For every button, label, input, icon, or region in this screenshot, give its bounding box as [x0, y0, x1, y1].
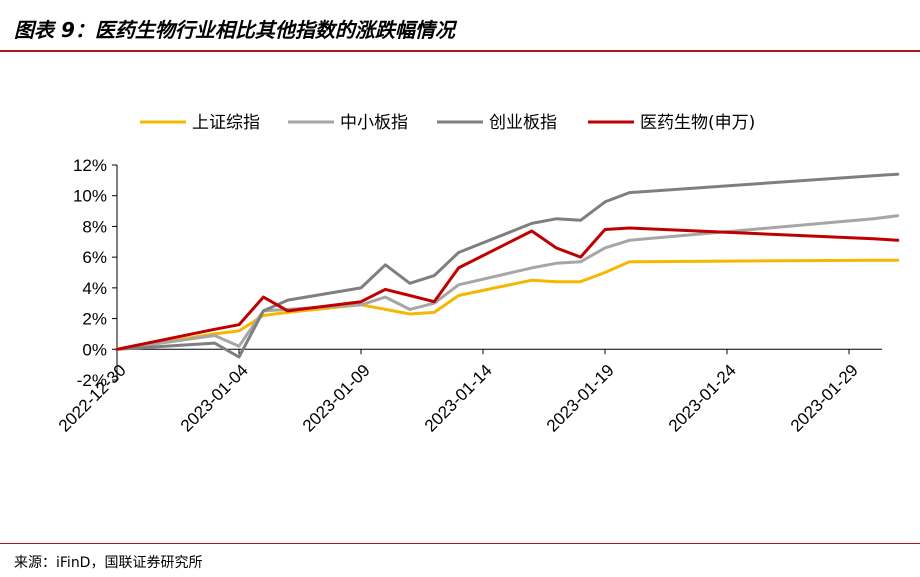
series-line-2: [115, 214, 900, 351]
figure-title: 图表 9：医药生物行业相比其他指数的涨跌幅情况: [14, 18, 455, 42]
series-line-4: [115, 226, 900, 351]
y-tick-label: -2%: [77, 371, 107, 390]
y-axis: -2% 0% 2% 4% 6% 8% 10% 12%: [73, 156, 118, 390]
series-lines: [115, 172, 900, 359]
x-tick-label: 2023-01-14: [421, 361, 496, 436]
line-chart: 上证综指 中小板指 创业板指 医药生物(申万) -2% 0% 2% 4% 6% 8% 10% 12%…: [55, 113, 900, 436]
series-line-3: [115, 172, 900, 359]
legend-label: 创业板指: [489, 113, 557, 133]
x-axis: 2022-12-30 2023-01-04 2023-01-09 2023-01-14…: [55, 348, 882, 436]
y-tick-label: 2%: [82, 310, 107, 329]
x-tick-label: 2023-01-24: [665, 361, 740, 436]
y-tick-label: 0%: [82, 340, 107, 359]
x-tick-label: 2023-01-04: [177, 361, 252, 436]
y-tick-label: 12%: [73, 156, 107, 175]
legend-label: 中小板指: [340, 113, 408, 133]
legend: 上证综指 中小板指 创业板指 医药生物(申万): [140, 113, 755, 133]
y-tick-label: 6%: [82, 248, 107, 267]
legend-label: 上证综指: [192, 113, 260, 133]
x-tick-label: 2023-01-19: [543, 361, 618, 436]
y-tick-label: 10%: [73, 187, 107, 206]
title-divider: [0, 50, 920, 52]
legend-label: 医药生物(申万): [640, 113, 755, 133]
footer-divider: [0, 543, 920, 544]
x-tick-label: 2023-01-09: [299, 361, 374, 436]
y-tick-label: 8%: [82, 217, 107, 236]
y-tick-label: 4%: [82, 279, 107, 298]
x-tick-label: 2023-01-29: [787, 361, 862, 436]
title-bar: 图表 9：医药生物行业相比其他指数的涨跌幅情况: [0, 0, 920, 52]
source-note: 来源：iFinD，国联证券研究所: [14, 555, 203, 571]
